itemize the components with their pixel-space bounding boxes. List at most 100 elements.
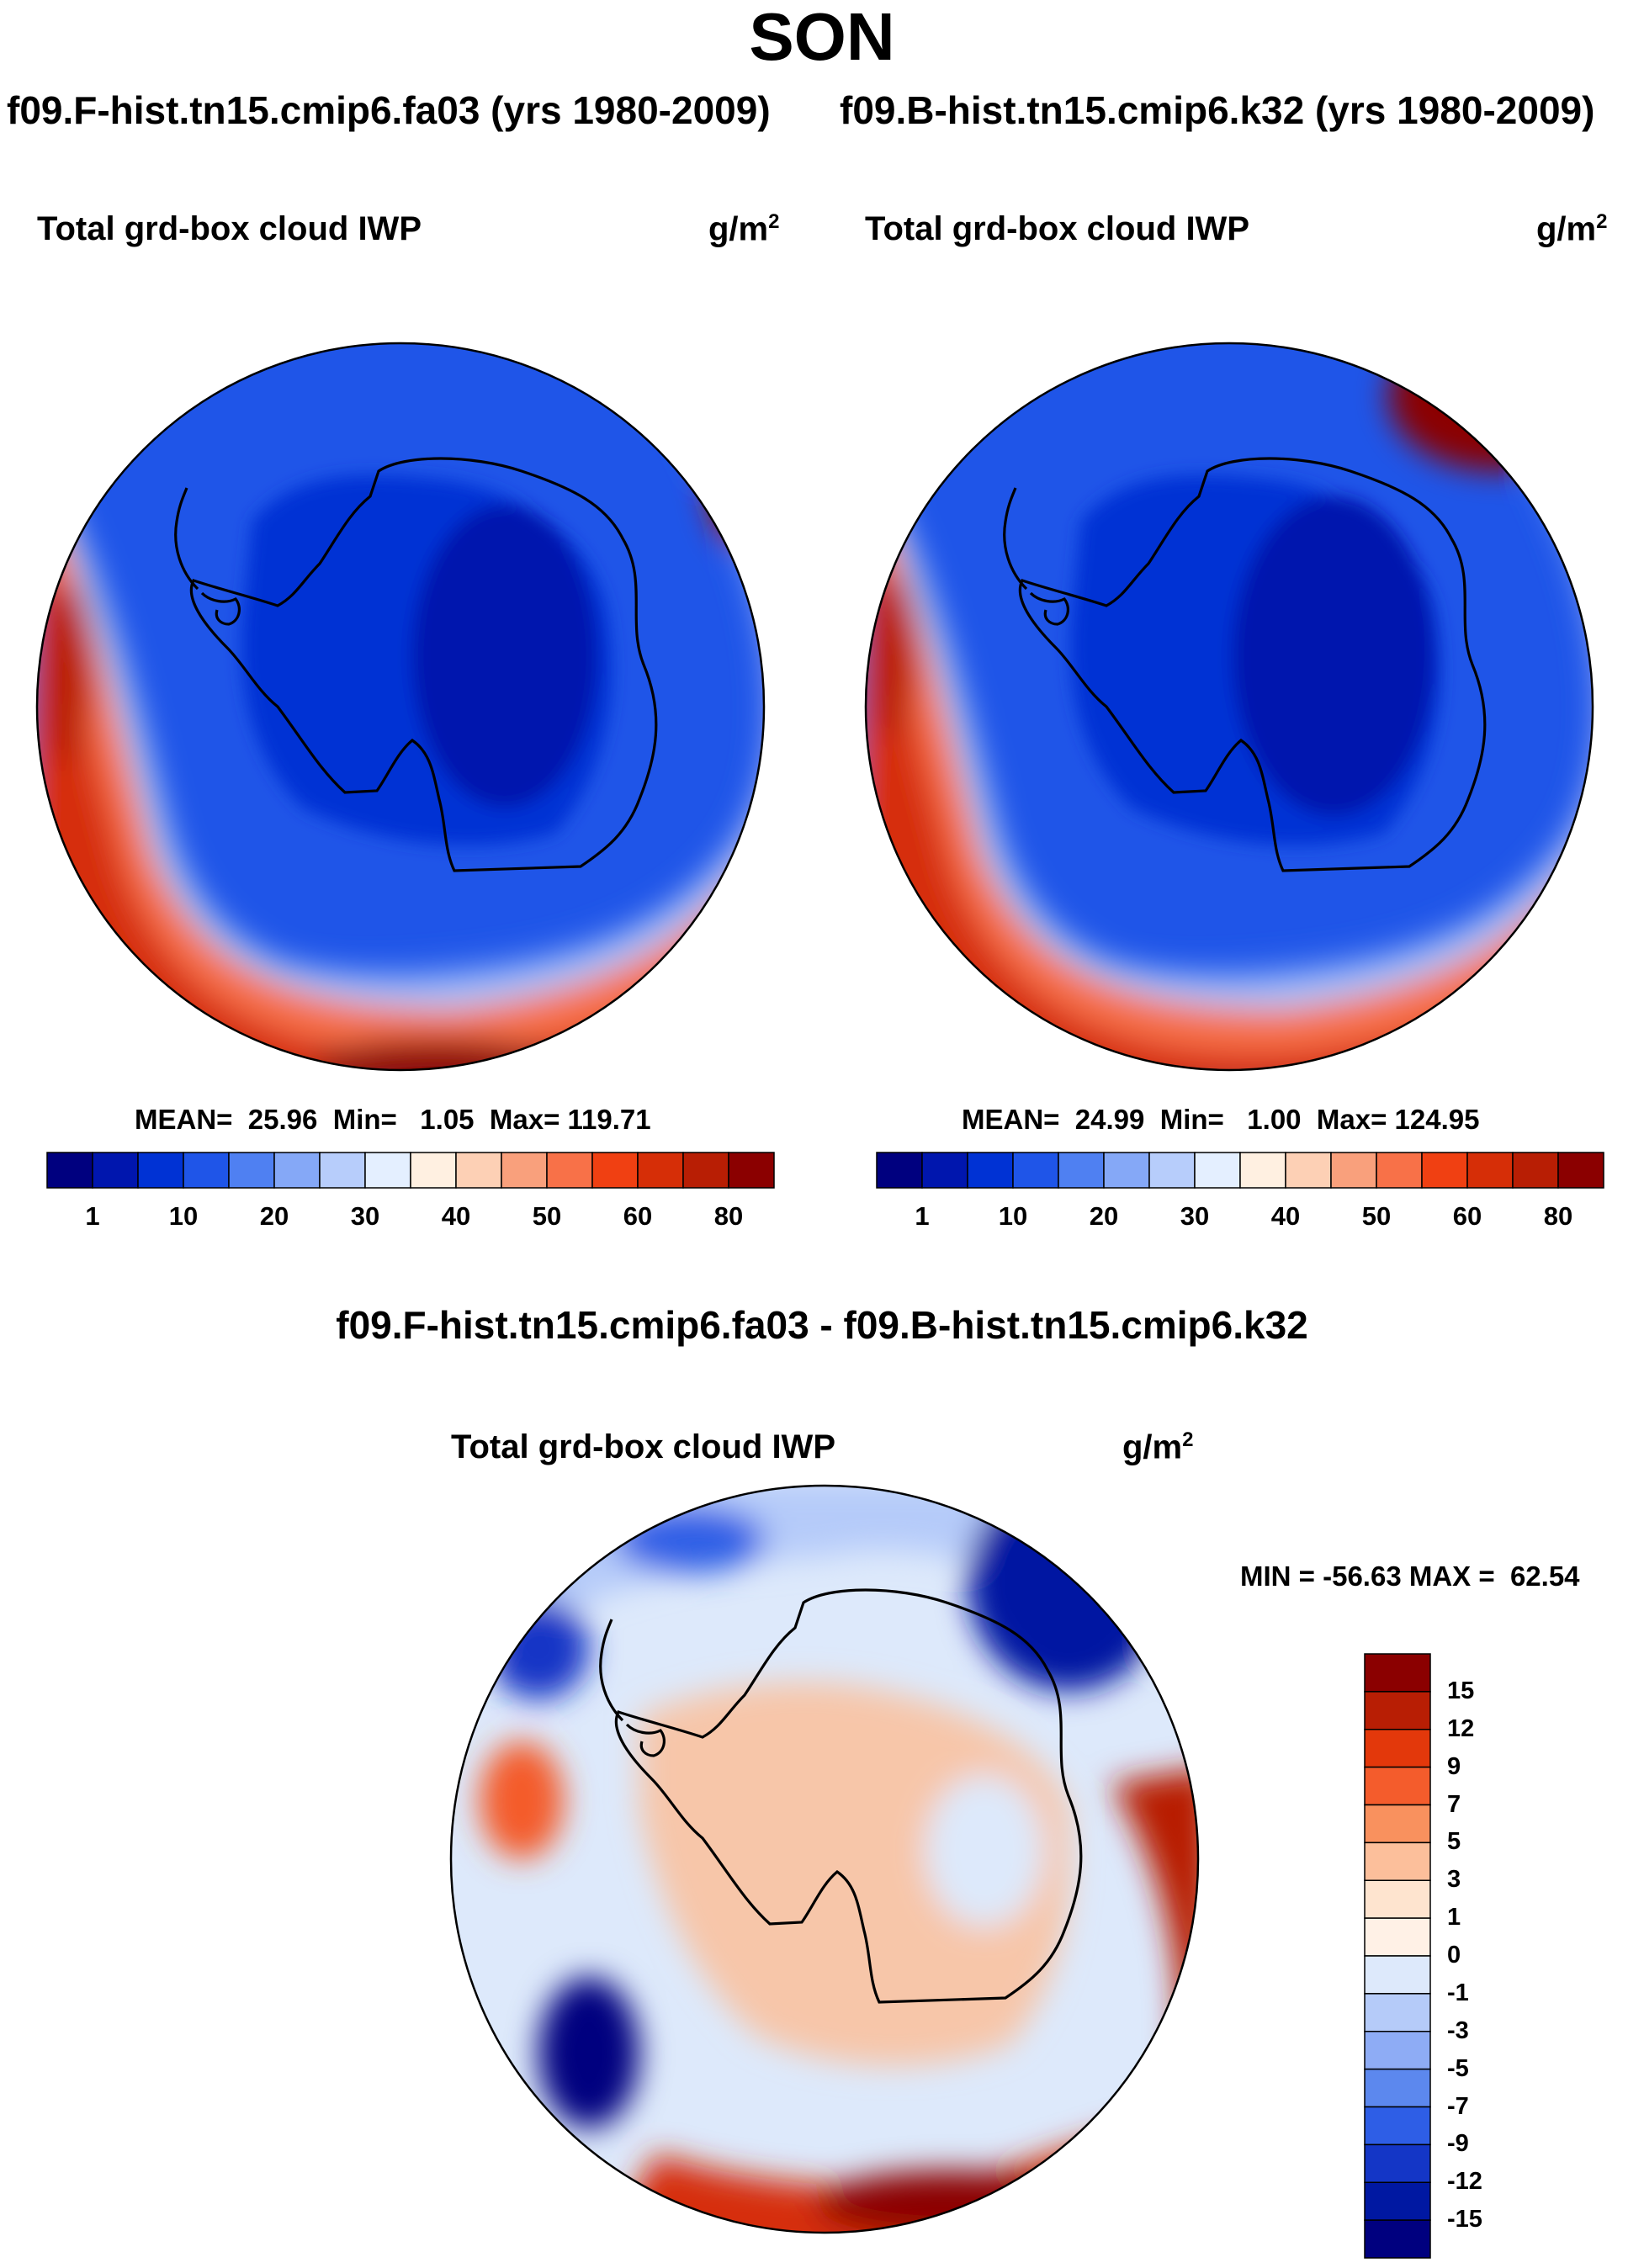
colorbar-tick-label: 40 — [441, 1201, 471, 1231]
colorbar-tick-label: -15 — [1447, 2206, 1482, 2234]
colorbar-swatch — [1512, 1152, 1559, 1189]
colorbar-swatch — [1285, 1152, 1332, 1189]
difference-title: f09.F-hist.tn15.cmip6.fa03 - f09.B-hist.… — [336, 1303, 1308, 1347]
colorbar-swatch — [1012, 1152, 1059, 1189]
colorbar-swatch — [1148, 1152, 1196, 1189]
colorbar-tick-label: 9 — [1447, 1752, 1461, 1780]
colorbar-swatch — [410, 1152, 457, 1189]
colorbar-swatch — [967, 1152, 1014, 1189]
left-units-label: g/m2 — [708, 210, 780, 248]
colorbar-tick-label: -9 — [1447, 2130, 1469, 2158]
right-variable-label: Total grd-box cloud IWP — [865, 210, 1249, 247]
left-colorbar — [46, 1152, 775, 1189]
colorbar-tick-label: -3 — [1447, 2016, 1469, 2044]
colorbar-swatch — [591, 1152, 639, 1189]
left-stats: MEAN= 25.96 Min= 1.05 Max= 119.71 — [135, 1104, 651, 1135]
colorbar-tick-label: 7 — [1447, 1790, 1461, 1818]
colorbar-swatch — [1364, 1993, 1431, 2032]
colorbar-tick-label: 10 — [168, 1201, 199, 1231]
colorbar-swatch — [1364, 2181, 1431, 2221]
colorbar-swatch — [637, 1152, 684, 1189]
right-units-label: g/m2 — [1536, 210, 1608, 248]
colorbar-swatch — [1364, 2031, 1431, 2070]
colorbar-tick-label: -7 — [1447, 2092, 1469, 2120]
colorbar-tick-label: 1 — [1447, 1904, 1461, 1932]
colorbar-tick-label: -12 — [1447, 2168, 1482, 2196]
colorbar-swatch — [876, 1152, 923, 1189]
colorbar-swatch — [1364, 2143, 1431, 2183]
difference-variable-label: Total grd-box cloud IWP — [451, 1428, 835, 1465]
colorbar-swatch — [455, 1152, 502, 1189]
difference-colorbar — [1364, 1653, 1431, 2259]
colorbar-tick-label: -5 — [1447, 2054, 1469, 2082]
colorbar-tick-label: 20 — [259, 1201, 289, 1231]
right-case-title: f09.B-hist.tn15.cmip6.k32 (yrs 1980-2009… — [840, 88, 1595, 132]
colorbar-swatch — [546, 1152, 593, 1189]
colorbar-tick-label: 80 — [1543, 1201, 1573, 1231]
colorbar-swatch — [921, 1152, 968, 1189]
colorbar-swatch — [1364, 1917, 1431, 1957]
colorbar-tick-label: 60 — [1452, 1201, 1482, 1231]
colorbar-swatch — [1557, 1152, 1604, 1189]
colorbar-tick-label: 3 — [1447, 1866, 1461, 1894]
difference-minmax: MIN = -56.63 MAX = 62.54 — [1240, 1561, 1580, 1592]
colorbar-swatch — [1376, 1152, 1423, 1189]
colorbar-swatch — [46, 1152, 93, 1189]
colorbar-tick-label: 50 — [1361, 1201, 1392, 1231]
colorbar-tick-label: 1 — [85, 1201, 100, 1231]
left-polar-map — [37, 343, 764, 1070]
colorbar-tick-label: 30 — [350, 1201, 380, 1231]
colorbar-swatch — [319, 1152, 366, 1189]
right-map-border — [864, 342, 1594, 1072]
colorbar-swatch — [1364, 2068, 1431, 2108]
colorbar-swatch — [1364, 1691, 1431, 1730]
colorbar-swatch — [1364, 1766, 1431, 1806]
right-polar-map — [866, 343, 1593, 1070]
colorbar-swatch — [1364, 1879, 1431, 1919]
colorbar-tick-label: 80 — [713, 1201, 744, 1231]
colorbar-swatch — [1239, 1152, 1286, 1189]
colorbar-tick-label: 20 — [1089, 1201, 1119, 1231]
colorbar-swatch — [1364, 2219, 1431, 2259]
colorbar-swatch — [1330, 1152, 1377, 1189]
colorbar-swatch — [682, 1152, 729, 1189]
colorbar-swatch — [1058, 1152, 1105, 1189]
difference-polar-map — [451, 1486, 1198, 2233]
colorbar-tick-label: 40 — [1270, 1201, 1301, 1231]
left-variable-label: Total grd-box cloud IWP — [37, 210, 422, 247]
colorbar-swatch — [501, 1152, 548, 1189]
colorbar-tick-label: 15 — [1447, 1677, 1475, 1704]
colorbar-swatch — [137, 1152, 184, 1189]
difference-map-border — [449, 1484, 1200, 2234]
colorbar-swatch — [1194, 1152, 1241, 1189]
colorbar-swatch — [228, 1152, 275, 1189]
colorbar-swatch — [1421, 1152, 1468, 1189]
left-map-border — [35, 342, 766, 1072]
colorbar-swatch — [1466, 1152, 1514, 1189]
colorbar-swatch — [728, 1152, 775, 1189]
colorbar-tick-label: -1 — [1447, 1979, 1469, 2006]
colorbar-swatch — [1364, 1955, 1431, 1995]
colorbar-swatch — [1103, 1152, 1150, 1189]
colorbar-swatch — [1364, 1841, 1431, 1881]
right-colorbar — [876, 1152, 1604, 1189]
colorbar-swatch — [1364, 1729, 1431, 1768]
colorbar-swatch — [364, 1152, 411, 1189]
right-stats: MEAN= 24.99 Min= 1.00 Max= 124.95 — [962, 1104, 1480, 1135]
colorbar-tick-label: 60 — [623, 1201, 653, 1231]
colorbar-tick-label: 30 — [1180, 1201, 1210, 1231]
colorbar-swatch — [183, 1152, 230, 1189]
colorbar-swatch — [92, 1152, 139, 1189]
left-case-title: f09.F-hist.tn15.cmip6.fa03 (yrs 1980-200… — [7, 88, 771, 132]
colorbar-tick-label: 1 — [915, 1201, 930, 1231]
colorbar-tick-label: 0 — [1447, 1942, 1461, 1969]
colorbar-swatch — [1364, 1804, 1431, 1844]
colorbar-tick-label: 12 — [1447, 1714, 1475, 1742]
colorbar-tick-label: 5 — [1447, 1828, 1461, 1856]
colorbar-swatch — [273, 1152, 321, 1189]
difference-units-label: g/m2 — [1122, 1428, 1194, 1466]
colorbar-swatch — [1364, 2106, 1431, 2146]
season-title: SON — [749, 0, 895, 74]
colorbar-tick-label: 10 — [998, 1201, 1028, 1231]
